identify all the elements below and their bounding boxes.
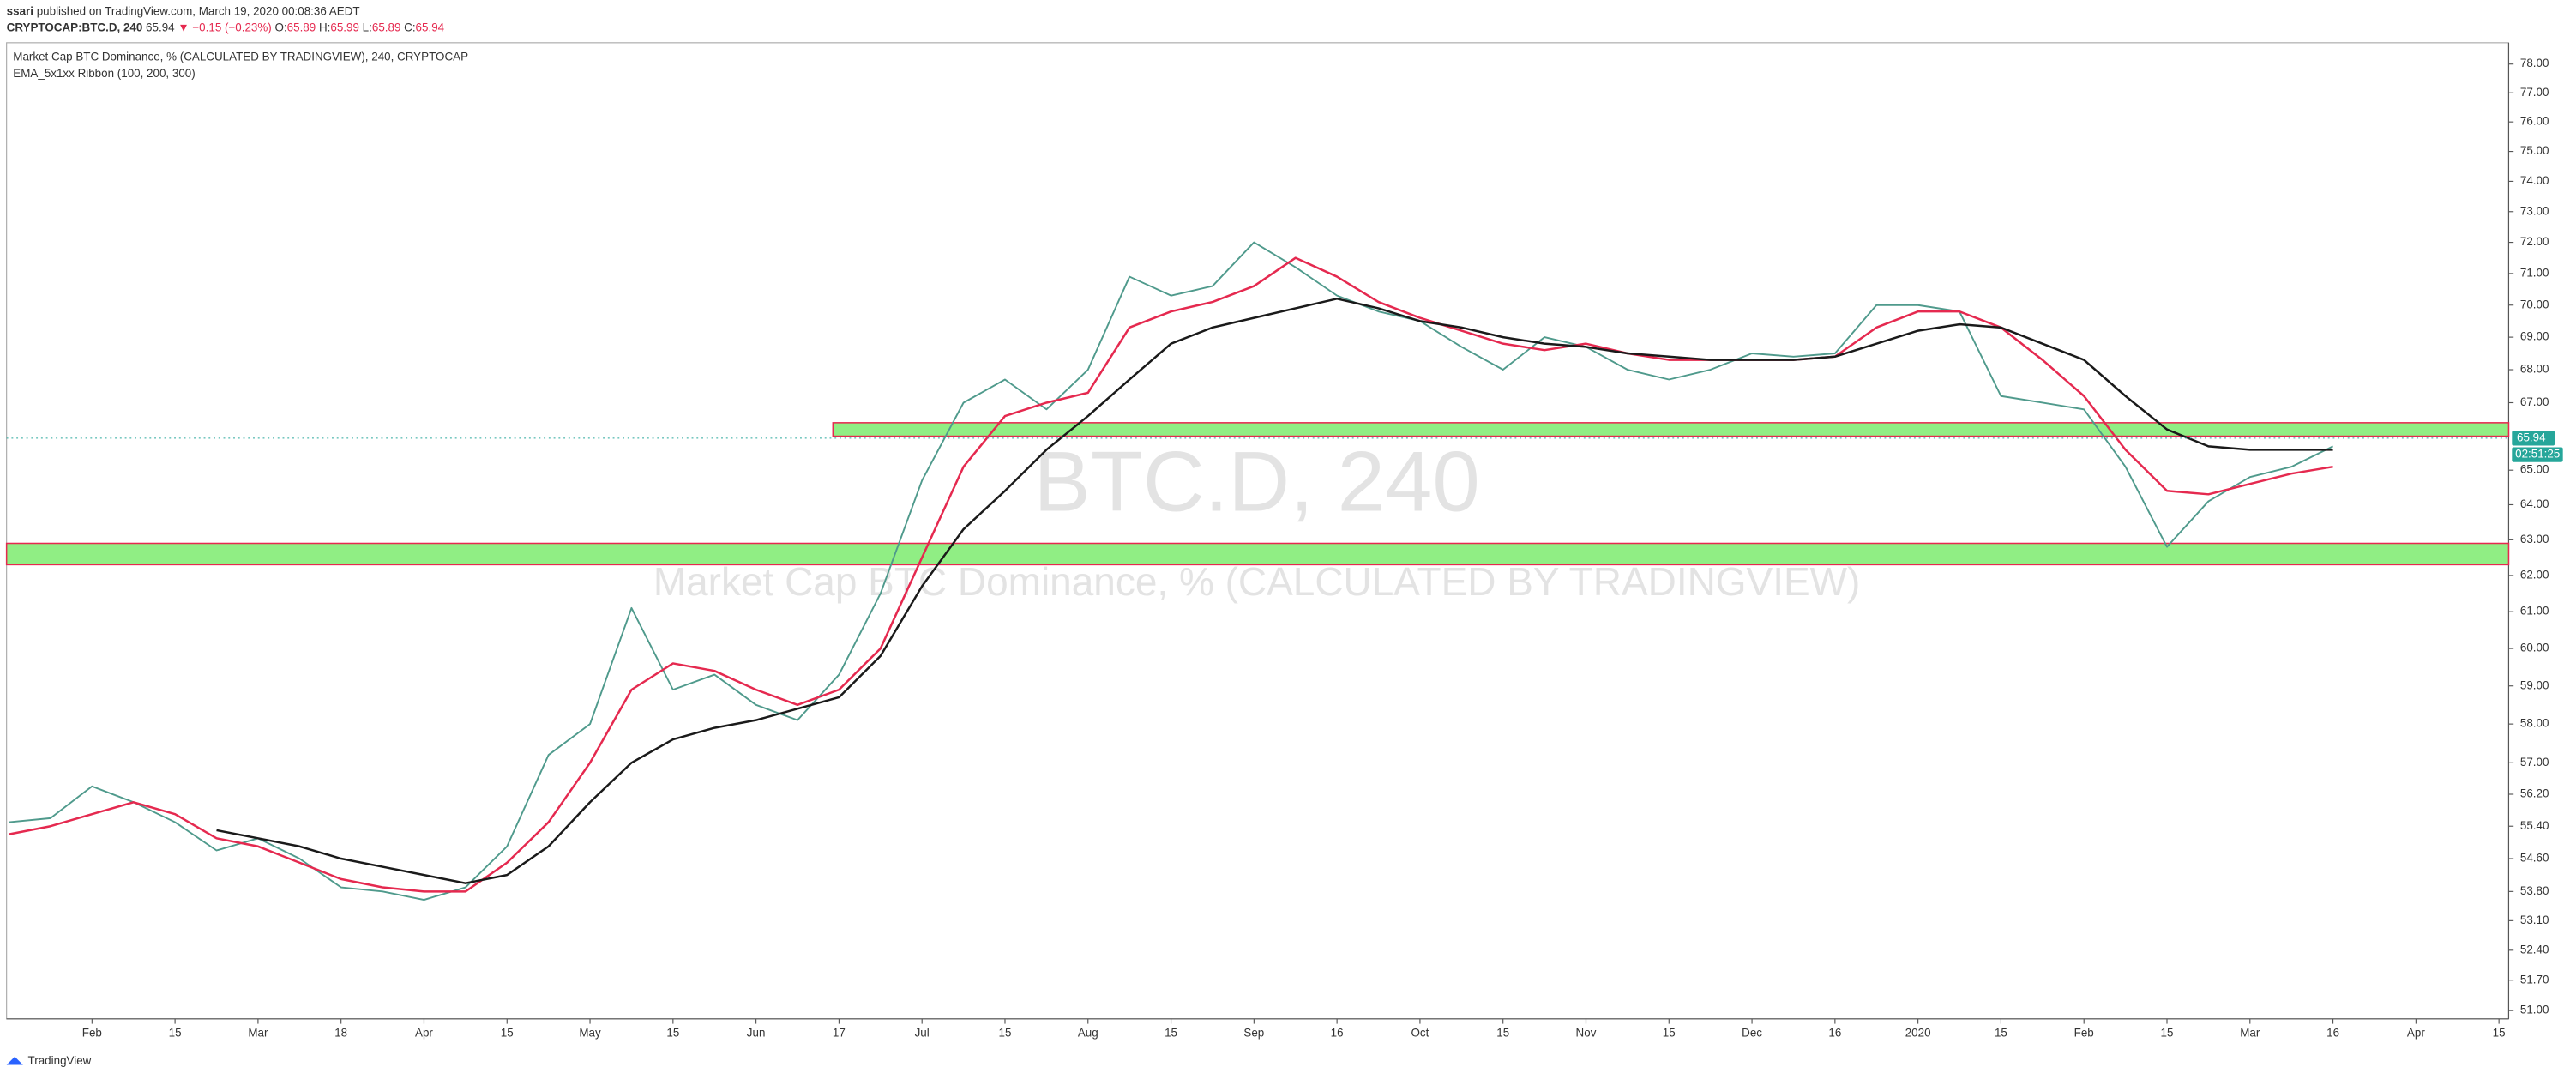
author-line: ssari published on TradingView.com, Marc…: [7, 4, 360, 17]
y-tick-label: 67.00: [2520, 395, 2549, 408]
x-tick-label: Apr: [2407, 1027, 2425, 1040]
y-tick-label: 60.00: [2520, 642, 2549, 654]
x-tick-label: 2020: [1905, 1027, 1931, 1040]
y-tick-label: 55.40: [2520, 819, 2549, 832]
countdown-box: [2512, 447, 2563, 462]
author: ssari: [7, 4, 33, 17]
y-tick-label: 59.00: [2520, 678, 2549, 691]
x-tick-label: 15: [1995, 1027, 2007, 1040]
y-tick-label: 57.00: [2520, 756, 2549, 769]
y-tick-label: 71.00: [2520, 266, 2549, 279]
y-tick-label: 65.00: [2520, 463, 2549, 476]
tv-logo: [6, 1056, 23, 1065]
y-tick-label: 78.00: [2520, 57, 2549, 69]
x-tick-label: Dec: [1742, 1027, 1762, 1040]
y-tick-label: 68.00: [2520, 363, 2549, 376]
y-tick-label: 64.00: [2520, 497, 2549, 510]
last-price-label: 65.94: [2517, 431, 2546, 443]
y-tick-label: 54.60: [2520, 852, 2549, 865]
x-tick-label: 15: [666, 1027, 679, 1040]
price: 65.94: [146, 21, 175, 33]
y-tick-label: 63.00: [2520, 533, 2549, 546]
y-tick-label: 75.00: [2520, 144, 2549, 157]
y-tick-label: 73.00: [2520, 204, 2549, 217]
x-tick-label: 15: [1496, 1027, 1509, 1040]
open-label: O:: [275, 21, 287, 33]
published: published on TradingView.com, March 19, …: [37, 4, 360, 17]
x-tick-label: 15: [999, 1027, 1012, 1040]
y-tick-label: 56.20: [2520, 787, 2549, 800]
y-tick-label: 69.00: [2520, 330, 2549, 343]
series-line: [9, 241, 2333, 901]
x-tick-label: 16: [1331, 1027, 1344, 1040]
x-tick-label: 18: [334, 1027, 347, 1040]
x-tick-label: 16: [1828, 1027, 1841, 1040]
x-tick-label: Oct: [1411, 1027, 1429, 1040]
x-tick-label: 16: [2326, 1027, 2339, 1040]
high-label: H:: [319, 21, 330, 33]
support-zone: [5, 542, 2510, 566]
y-tick-label: 58.00: [2520, 717, 2549, 730]
y-tick-label: 51.70: [2520, 973, 2549, 986]
last-price-box: [2512, 431, 2555, 446]
close-value: 65.94: [416, 21, 445, 33]
x-tick-label: May: [579, 1027, 601, 1040]
series-line: [216, 298, 2333, 884]
plot: [5, 241, 2510, 901]
y-tick-label: 53.80: [2520, 884, 2549, 897]
x-tick-label: Feb: [2074, 1027, 2094, 1040]
x-tick-label: Mar: [248, 1027, 268, 1040]
y-tick-label: 62.00: [2520, 568, 2549, 581]
countdown-label: 02:51:25: [2515, 448, 2560, 461]
close-label: C:: [404, 21, 415, 33]
support-zone: [832, 422, 2510, 437]
x-tick-label: Feb: [82, 1027, 102, 1040]
x-tick-label: Apr: [415, 1027, 433, 1040]
open-value: 65.89: [287, 21, 316, 33]
y-tick-label: 51.00: [2520, 1004, 2549, 1016]
indicator-title: EMA_5x1xx Ribbon (100, 200, 300): [13, 67, 195, 80]
x-tick-label: Aug: [1078, 1027, 1098, 1040]
series-line: [9, 256, 2333, 893]
low-value: 65.89: [372, 21, 401, 33]
y-tick-label: 70.00: [2520, 298, 2549, 310]
high-value: 65.99: [330, 21, 359, 33]
x-tick-label: 15: [501, 1027, 514, 1040]
y-tick-label: 52.40: [2520, 943, 2549, 955]
low-label: L:: [363, 21, 372, 33]
y-tick-label: 76.00: [2520, 115, 2549, 128]
y-tick-label: 72.00: [2520, 235, 2549, 248]
symbol: CRYPTOCAP:BTC.D, 240: [7, 21, 143, 33]
x-tick-label: Jun: [747, 1027, 766, 1040]
y-tick-label: 74.00: [2520, 174, 2549, 187]
x-tick-label: 15: [2161, 1027, 2174, 1040]
x-tick-label: Jul: [915, 1027, 930, 1040]
x-tick-label: 15: [2493, 1027, 2506, 1040]
x-tick-label: Nov: [1576, 1027, 1597, 1040]
y-tick-label: 53.10: [2520, 913, 2549, 926]
watermark-title: Market Cap BTC Dominance, % (CALCULATED …: [653, 559, 1861, 604]
x-tick-label: 15: [1663, 1027, 1676, 1040]
x-tick-label: Sep: [1243, 1027, 1264, 1040]
x-tick-label: 17: [833, 1027, 846, 1040]
series-title: Market Cap BTC Dominance, % (CALCULATED …: [13, 51, 468, 63]
y-tick-label: 77.00: [2520, 86, 2549, 99]
x-tick-label: 15: [1165, 1027, 1177, 1040]
footer: TradingView: [28, 1054, 92, 1067]
y-tick-label: 61.00: [2520, 605, 2549, 618]
change: ▼ −0.15 (−0.23%): [178, 21, 271, 33]
x-tick-label: Mar: [2240, 1027, 2260, 1040]
symbol-line: CRYPTOCAP:BTC.D, 240 65.94 ▼ −0.15 (−0.2…: [7, 21, 445, 33]
watermark-symbol: BTC.D, 240: [1033, 434, 1479, 529]
x-tick-label: 15: [169, 1027, 182, 1040]
